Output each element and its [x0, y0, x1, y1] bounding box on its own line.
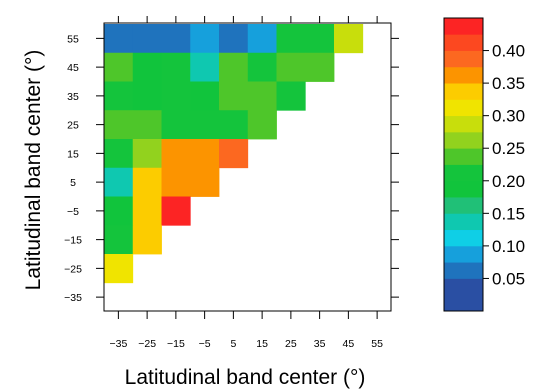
heatmap-cell	[219, 81, 249, 111]
heatmap-cell	[132, 139, 162, 169]
colorbar-swatch	[444, 197, 483, 214]
colorbar-tick-label: 0.35	[492, 74, 525, 93]
y-axis-ticks: 55 45 35 25 15 5 −5 −15 −25 −35	[64, 33, 399, 304]
colorbar: 0.05 0.10 0.15 0.20 0.25 0.30 0.35 0.40	[443, 17, 525, 312]
x-tick-label: −5	[199, 338, 211, 350]
colorbar-tick-label: 0.20	[492, 172, 525, 191]
heatmap-cell	[276, 24, 306, 54]
heatmap-cell	[247, 110, 277, 140]
colorbar-swatch	[444, 50, 483, 68]
x-tick-label: −35	[109, 338, 127, 350]
heatmap-cell	[161, 196, 191, 226]
x-tick-label: 35	[314, 338, 326, 350]
y-tick-label: 15	[67, 148, 79, 160]
colorbar-tick-label: 0.10	[492, 237, 525, 256]
heatmap-cell	[132, 196, 162, 226]
heatmap-cell	[219, 139, 249, 169]
heatmap-cell	[132, 225, 162, 255]
heatmap-cell	[247, 52, 277, 82]
colorbar-swatch	[444, 115, 483, 133]
heatmap-cell	[161, 110, 191, 140]
colorbar-swatch	[444, 164, 483, 182]
y-tick-label: 25	[67, 120, 79, 132]
colorbar-swatch	[444, 66, 483, 84]
heatmap-cell	[132, 52, 162, 82]
y-tick-label: −15	[64, 235, 82, 247]
colorbar-swatch	[444, 229, 483, 247]
heatmap-cell	[334, 24, 364, 54]
heatmap-cell	[132, 24, 162, 54]
heatmap-cell	[190, 110, 220, 140]
heatmap-cell	[104, 196, 134, 226]
heatmap-cell	[132, 81, 162, 111]
colorbar-tick-label: 0.25	[492, 139, 525, 158]
heatmap-cell	[132, 167, 162, 197]
heatmap-cell	[104, 225, 134, 255]
heatmap-cell	[161, 167, 191, 197]
x-axis-ticks: −35 −25 −15 −5 5 15 25 35 45 55	[109, 16, 383, 350]
heatmap-cell	[104, 167, 134, 197]
heatmap-cell	[104, 81, 134, 111]
heatmap-cell	[104, 139, 134, 169]
colorbar-swatch	[444, 180, 483, 198]
heatmap-cell	[190, 167, 220, 197]
colorbar-tick-label: 0.40	[492, 42, 525, 61]
colorbar-tick-label: 0.30	[492, 107, 525, 126]
y-tick-label: 45	[67, 62, 79, 74]
colorbar-tick-label: 0.15	[492, 204, 525, 223]
y-tick-label: 35	[67, 91, 79, 103]
heatmap-cell	[190, 139, 220, 169]
heatmap-cell	[161, 81, 191, 111]
x-tick-label: −25	[138, 338, 156, 350]
colorbar-swatch	[444, 245, 483, 263]
heatmap-cell	[161, 52, 191, 82]
colorbar-swatch	[444, 83, 483, 100]
heatmap-cell	[190, 52, 220, 82]
heatmap-cell	[276, 81, 306, 111]
heatmap-cell	[104, 110, 134, 140]
y-tick-label: −35	[64, 292, 82, 304]
colorbar-swatch	[444, 148, 483, 165]
heatmap-cell	[247, 81, 277, 111]
heatmap-cell	[276, 52, 306, 82]
heatmap-cell	[190, 24, 220, 54]
heatmap-cell	[247, 24, 277, 54]
heatmap-cell	[104, 254, 134, 284]
heatmap-cell	[132, 110, 162, 140]
y-tick-label: −25	[64, 263, 82, 275]
heatmap-cell	[219, 110, 249, 140]
y-tick-label: 5	[70, 177, 76, 189]
colorbar-swatch	[444, 18, 483, 35]
x-tick-label: 45	[343, 338, 355, 350]
x-tick-label: 25	[285, 338, 297, 350]
heatmap-cell	[305, 24, 335, 54]
heatmap-cell	[219, 24, 249, 54]
heatmap-cell	[161, 139, 191, 169]
colorbar-swatch	[444, 278, 483, 312]
heatmap-cells	[104, 24, 364, 284]
y-axis-title: Latitudinal band center (°)	[22, 50, 45, 291]
heatmap-cell	[104, 52, 134, 82]
colorbar-swatch	[444, 34, 483, 51]
heatmap-cell	[161, 24, 191, 54]
colorbar-swatch	[444, 262, 483, 279]
y-tick-label: 55	[67, 33, 79, 45]
heatmap-cell	[305, 52, 335, 82]
x-tick-label: 55	[371, 338, 383, 350]
heatmap-cell	[219, 52, 249, 82]
colorbar-frame	[443, 17, 484, 312]
x-axis-title: Latitudinal band center (°)	[125, 366, 366, 389]
y-tick-label: −5	[67, 206, 79, 218]
x-tick-label: 15	[256, 338, 268, 350]
x-tick-label: 5	[230, 338, 236, 350]
x-tick-label: −15	[167, 338, 185, 350]
heatmap-cell	[190, 81, 220, 111]
heatmap-cell	[104, 24, 134, 54]
colorbar-swatch	[444, 131, 483, 149]
plot-frame	[103, 22, 392, 312]
colorbar-swatch	[444, 213, 483, 231]
colorbar-tick-label: 0.05	[492, 269, 525, 288]
colorbar-swatch	[444, 99, 483, 117]
